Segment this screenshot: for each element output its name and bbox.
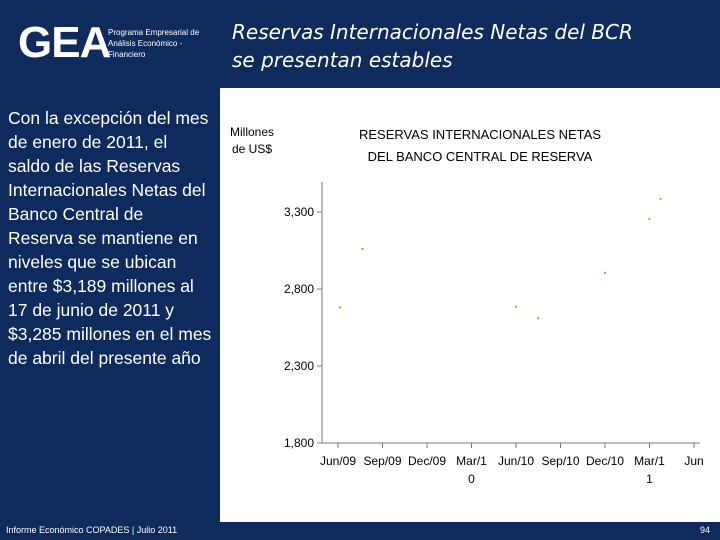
slide-title: Reservas Internacionales Netas del BCR s… (232, 18, 712, 74)
data-point (361, 247, 364, 251)
x-tick-label: Mar/1 (634, 454, 665, 468)
y-tick-label: 3,300 (284, 205, 314, 219)
y-tick-label: 2,800 (284, 282, 314, 296)
x-tick-label: Sep/09 (363, 454, 401, 468)
left-panel: GEA Programa Empresarial de Análisis Eco… (0, 0, 220, 540)
reserves-chart: Millones de US$ RESERVAS INTERNACIONALES… (230, 125, 704, 486)
chart-title-line2: DEL BANCO CENTRAL DE RESERVA (368, 149, 593, 164)
gea-logo: GEA (18, 18, 111, 67)
footer-bar (220, 522, 720, 540)
page-number: 94 (699, 525, 710, 535)
gea-subtitle: Programa Empresarial de Análisis Económi… (108, 28, 200, 59)
summary-text: Con la excepción del mes de enero de 201… (8, 108, 212, 368)
y-axis-label-line1: Millones (230, 125, 274, 139)
x-tick-label: Dec/09 (408, 454, 446, 468)
slide-title-line1: Reservas Internacionales Netas del BCR (232, 20, 633, 44)
x-tick-label: 0 (468, 472, 475, 486)
x-tick-label: Jun (684, 454, 703, 468)
slide-title-line2: se presentan estables (232, 48, 453, 72)
x-tick-label: Mar/1 (456, 454, 487, 468)
x-tick-label: Sep/10 (541, 454, 579, 468)
data-point (537, 317, 540, 320)
y-tick-label: 1,800 (284, 436, 314, 450)
data-point (603, 271, 607, 275)
data-point (339, 306, 342, 309)
footer-text: Informe Económico COPADES | Julio 2011 (6, 525, 178, 535)
x-tick-label: Jun/10 (498, 454, 534, 468)
data-point (648, 217, 651, 221)
data-point (514, 305, 518, 308)
y-axis-label-line2: de US$ (232, 142, 272, 156)
chart-title-line1: RESERVAS INTERNACIONALES NETAS (359, 127, 601, 142)
x-tick-label: 1 (646, 472, 653, 486)
x-tick-label: Jun/09 (320, 454, 356, 468)
data-point (659, 197, 662, 201)
x-tick-label: Dec/10 (586, 454, 624, 468)
title-bar (220, 0, 720, 88)
y-tick-label: 2,300 (284, 359, 314, 373)
